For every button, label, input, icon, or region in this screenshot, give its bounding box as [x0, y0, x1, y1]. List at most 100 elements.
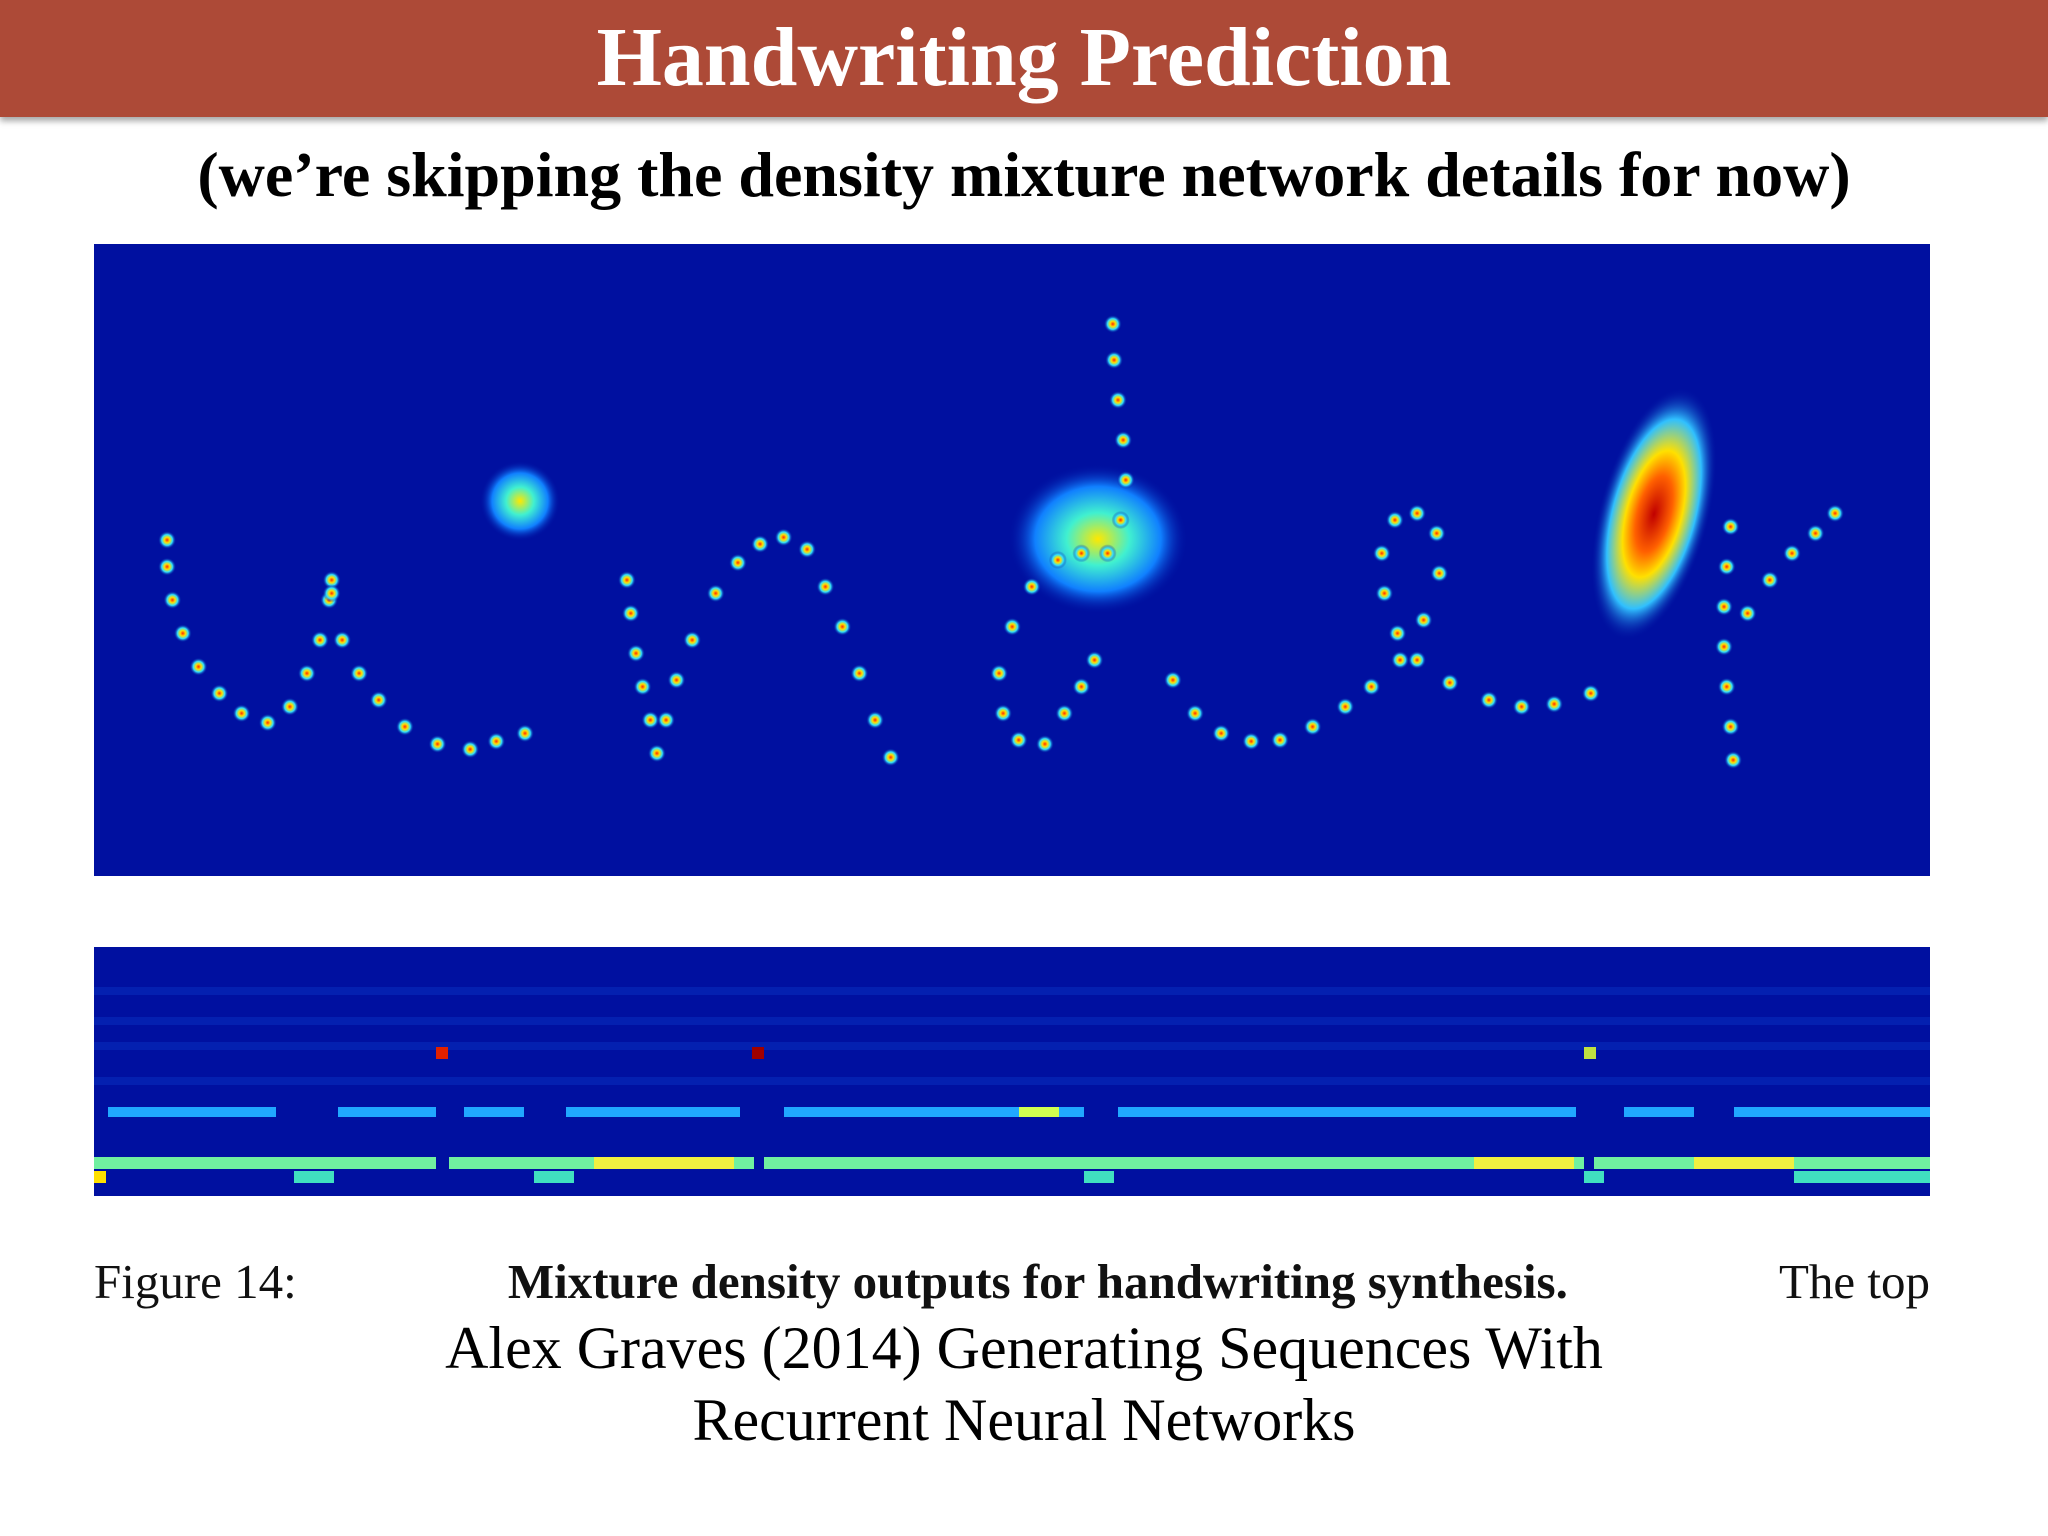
stroke-point — [1116, 471, 1135, 489]
stroke-point — [1072, 677, 1091, 696]
stroke-point — [633, 677, 652, 696]
stroke-point — [1375, 584, 1394, 603]
figure-caption: Figure 14: Mixture density outputs for h… — [94, 1250, 1930, 1314]
heatmap-segment — [294, 1171, 334, 1183]
stroke-point — [1055, 704, 1074, 723]
stroke-point — [280, 697, 299, 716]
stroke-point — [774, 528, 793, 547]
stroke-point — [322, 584, 341, 603]
stroke-point — [395, 717, 414, 736]
heatmap-cell — [1584, 1047, 1596, 1059]
stroke-point — [516, 724, 534, 743]
citation: Alex Graves (2014) Generating Sequences … — [0, 1312, 2048, 1456]
stroke-point — [210, 684, 229, 703]
stroke-point — [881, 748, 900, 767]
heatmap-segment — [1734, 1107, 1930, 1117]
stroke-point — [322, 571, 341, 589]
stroke-point — [1581, 684, 1600, 703]
stroke-point — [1303, 717, 1322, 736]
heatmap-cell — [752, 1047, 764, 1059]
stroke-point — [1440, 673, 1459, 692]
stroke-point — [1388, 624, 1407, 643]
title-bar — [0, 0, 2048, 117]
caption-label: Figure 14: — [94, 1254, 297, 1309]
heatmap-segment — [784, 1107, 1084, 1117]
stroke-point — [798, 540, 817, 559]
stroke-point — [1163, 671, 1182, 689]
stroke-point — [1035, 735, 1054, 753]
stroke-point — [667, 671, 686, 689]
stroke-point — [350, 664, 369, 683]
subtitle: (we’re skipping the density mixture netw… — [197, 139, 1851, 210]
stroke-point — [647, 744, 666, 763]
stroke-point — [369, 691, 388, 709]
stroke-point — [1212, 724, 1231, 743]
heatmap-cell — [436, 1047, 448, 1059]
stroke-point — [617, 571, 636, 589]
stroke-point — [232, 704, 251, 723]
density-blob — [1591, 387, 1717, 641]
stroke-point — [1430, 564, 1449, 583]
stroke-point — [683, 631, 702, 649]
stroke-point — [1003, 617, 1022, 636]
stroke-point — [1098, 544, 1117, 563]
heatmap-segment — [108, 1107, 276, 1117]
stroke-point — [1721, 717, 1740, 736]
density-blob — [480, 461, 560, 541]
stroke-point — [1479, 691, 1498, 709]
stroke-point — [1414, 611, 1433, 629]
stroke-point — [1826, 504, 1845, 523]
stroke-point — [461, 740, 480, 759]
heatmap-segment — [338, 1107, 436, 1117]
stroke-point — [1114, 431, 1133, 449]
stroke-point — [258, 713, 277, 732]
stroke-point — [833, 617, 852, 636]
heatmap-segment — [94, 1171, 106, 1183]
stroke-point — [1724, 751, 1743, 769]
density-blob — [1008, 464, 1188, 614]
citation-line: Alex Graves (2014) Generating Sequences … — [445, 1315, 1603, 1381]
heatmap-segment — [1019, 1107, 1059, 1117]
stroke-point — [1717, 557, 1736, 576]
stroke-point — [627, 644, 645, 663]
heatmap-rows — [94, 987, 1930, 1183]
stroke-point — [1738, 604, 1757, 623]
stroke-point — [1242, 732, 1261, 751]
stroke-point — [1760, 571, 1779, 589]
stroke-point — [621, 604, 640, 623]
heatmap-segment — [1084, 1171, 1114, 1183]
stroke-point — [1391, 651, 1410, 669]
stroke-point — [1427, 524, 1446, 543]
stroke-point — [1022, 577, 1041, 596]
stroke-point — [1072, 544, 1091, 563]
stroke-point — [1512, 697, 1531, 716]
stroke-point — [1372, 544, 1391, 563]
density-heatmap — [94, 244, 1930, 876]
caption-bold: Mixture density outputs for handwriting … — [507, 1254, 1568, 1309]
heatmap-segment — [534, 1171, 574, 1183]
stroke-point — [189, 657, 208, 676]
stroke-point — [1111, 511, 1130, 529]
stroke-point — [1545, 695, 1564, 713]
stroke-points — [158, 315, 1845, 769]
stroke-point — [1048, 551, 1067, 569]
stroke-point — [163, 591, 182, 609]
stroke-point — [1362, 677, 1381, 696]
stroke-point — [1721, 517, 1740, 536]
stroke-point — [728, 553, 747, 572]
heatmap-faint — [94, 1042, 1930, 1050]
heatmap-segment — [1694, 1157, 1794, 1169]
heatmap-segment — [94, 1157, 436, 1169]
stroke-point — [1105, 351, 1124, 369]
stroke-point — [1186, 704, 1205, 723]
stroke-point — [158, 557, 177, 576]
stroke-point — [990, 664, 1009, 683]
stroke-point — [1336, 697, 1355, 716]
heatmap-segment — [464, 1107, 524, 1117]
stroke-point — [428, 735, 447, 753]
slide-title: Handwriting Prediction — [596, 11, 1452, 104]
stroke-point — [641, 711, 660, 729]
stroke-point — [487, 732, 506, 751]
